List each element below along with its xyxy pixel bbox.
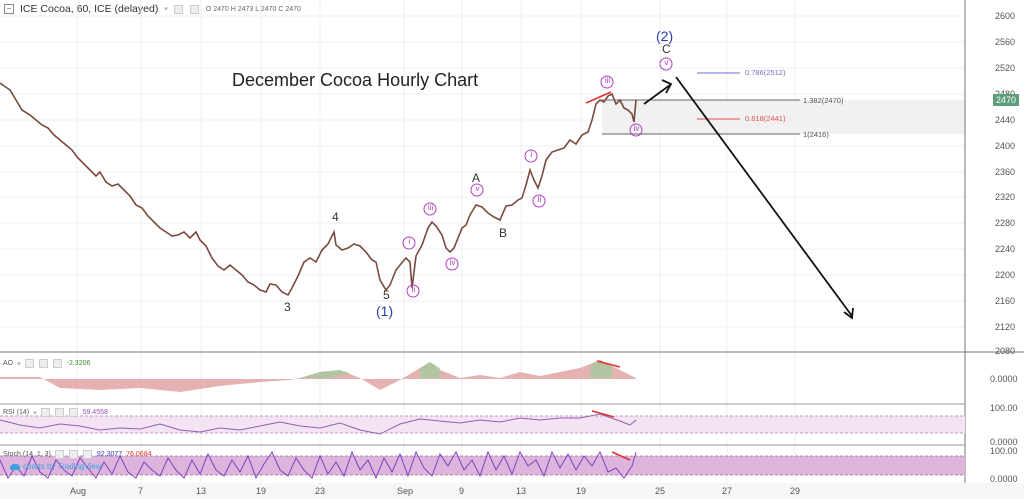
ao-name[interactable]: AO — [3, 360, 14, 367]
y-label: 2560 — [995, 37, 1016, 47]
close-button[interactable] — [68, 408, 78, 417]
cloud-icon — [10, 463, 20, 470]
x-label: 25 — [655, 486, 666, 496]
y-label: 2120 — [995, 322, 1016, 332]
x-label: 19 — [576, 486, 587, 496]
wave-label-A: A — [472, 171, 481, 185]
rsi-axis-top: 100.00 — [990, 403, 1018, 413]
y-label: 2440 — [995, 115, 1016, 125]
ao-histogram — [0, 360, 636, 392]
wave-label-i-second: i — [530, 150, 533, 159]
y-label: 2200 — [995, 270, 1016, 280]
wave-label-ii-second: ii — [537, 195, 542, 204]
y-label: 2240 — [995, 244, 1016, 254]
y-label: 2320 — [995, 192, 1016, 202]
hide-button[interactable] — [38, 359, 48, 368]
ao-value: -2.3206 — [66, 360, 91, 367]
x-label: 27 — [722, 486, 733, 496]
tradingview-watermark[interactable]: charts by TradingView — [10, 462, 102, 471]
wave-label-i-minor: i — [408, 237, 411, 246]
x-label: 13 — [196, 486, 207, 496]
y-label: 2360 — [995, 167, 1016, 177]
fib-label-1: 1(2416) — [803, 130, 829, 139]
y-label: 2600 — [995, 11, 1016, 21]
dropdown-icon[interactable]: ▾ — [33, 409, 37, 417]
chart-annotation-title: December Cocoa Hourly Chart — [232, 70, 479, 90]
stoch-axis-bottom: 0.0000 — [990, 474, 1018, 484]
wave-label-5: 5 — [383, 288, 390, 302]
last-price-tag: 2470 — [993, 94, 1020, 106]
wave-label-iv-minor: iv — [449, 258, 456, 267]
x-label: Sep — [397, 486, 414, 496]
chart-header: − ICE Cocoa, 60, ICE (delayed) ▾ O 2470 … — [4, 3, 301, 15]
wave-label-v-minor: v — [475, 184, 480, 193]
hide-button[interactable] — [68, 450, 78, 459]
stoch-name[interactable]: Stoch (14, 1, 3) — [3, 451, 51, 458]
rsi-name[interactable]: RSI (14) — [3, 409, 30, 416]
time-axis[interactable] — [0, 483, 1024, 499]
y-label: 2160 — [995, 296, 1016, 306]
settings-button[interactable] — [173, 4, 183, 14]
x-label: 7 — [138, 486, 144, 496]
hide-button[interactable] — [54, 408, 64, 417]
close-button[interactable] — [82, 450, 92, 459]
settings-button[interactable] — [40, 408, 50, 417]
stoch-header: Stoch (14, 1, 3) 92.3077 76.0684 — [3, 450, 151, 459]
stoch-d-value: 76.0684 — [126, 451, 152, 458]
rsi-value: 59.4558 — [82, 409, 108, 416]
x-label: 19 — [256, 486, 267, 496]
rsi-axis-bottom: 0.0000 — [990, 437, 1018, 447]
wave-label-C: C — [662, 42, 671, 56]
y-label: 2280 — [995, 218, 1016, 228]
ohlc-values: O 2470 H 2473 L 2470 C 2470 — [205, 5, 301, 13]
fib-label-0786: 0.786(2512) — [745, 68, 786, 77]
ao-header: AO ▾ -2.3206 — [3, 359, 90, 368]
y-label: 2080 — [995, 346, 1016, 356]
wave-label-v-second: v — [664, 58, 669, 67]
fib-label-1382: 1.382(2470) — [803, 96, 844, 105]
dropdown-icon[interactable]: ▾ — [164, 6, 168, 13]
symbol-title[interactable]: ICE Cocoa, 60, ICE (delayed) — [20, 3, 159, 15]
x-label: 9 — [459, 486, 465, 496]
settings-button[interactable] — [54, 450, 64, 459]
fib-label-0618: 0.618(2441) — [745, 114, 786, 123]
wave-label-3: 3 — [284, 300, 291, 314]
x-label: Aug — [70, 486, 87, 496]
close-button[interactable] — [52, 359, 62, 368]
wave-label-1-major: (1) — [376, 303, 394, 319]
wave-label-2-major: (2) — [656, 28, 674, 44]
y-label: 2520 — [995, 63, 1016, 73]
wave-label-iii-minor: iii — [427, 203, 434, 212]
x-label: 29 — [790, 486, 801, 496]
wave-label-4: 4 — [332, 210, 339, 224]
stoch-axis-top: 100.00 — [990, 446, 1018, 456]
settings-button[interactable] — [24, 359, 34, 368]
stoch-k-value: 92.3077 — [96, 451, 123, 458]
y-label: 2400 — [995, 141, 1016, 151]
wave-label-ii-minor: ii — [411, 285, 416, 294]
wave-label-iv-second: iv — [633, 124, 640, 133]
wave-label-B: B — [499, 226, 508, 240]
x-label: 23 — [315, 486, 326, 496]
rsi-header: RSI (14) ▾ 59.4558 — [3, 408, 108, 417]
wave-label-iii-second: iii — [604, 76, 611, 85]
collapse-icon[interactable]: − — [4, 4, 14, 14]
x-label: 13 — [516, 486, 527, 496]
ao-axis-zero: 0.0000 — [990, 374, 1018, 384]
hide-button[interactable] — [189, 4, 199, 14]
dropdown-icon[interactable]: ▾ — [17, 360, 21, 368]
